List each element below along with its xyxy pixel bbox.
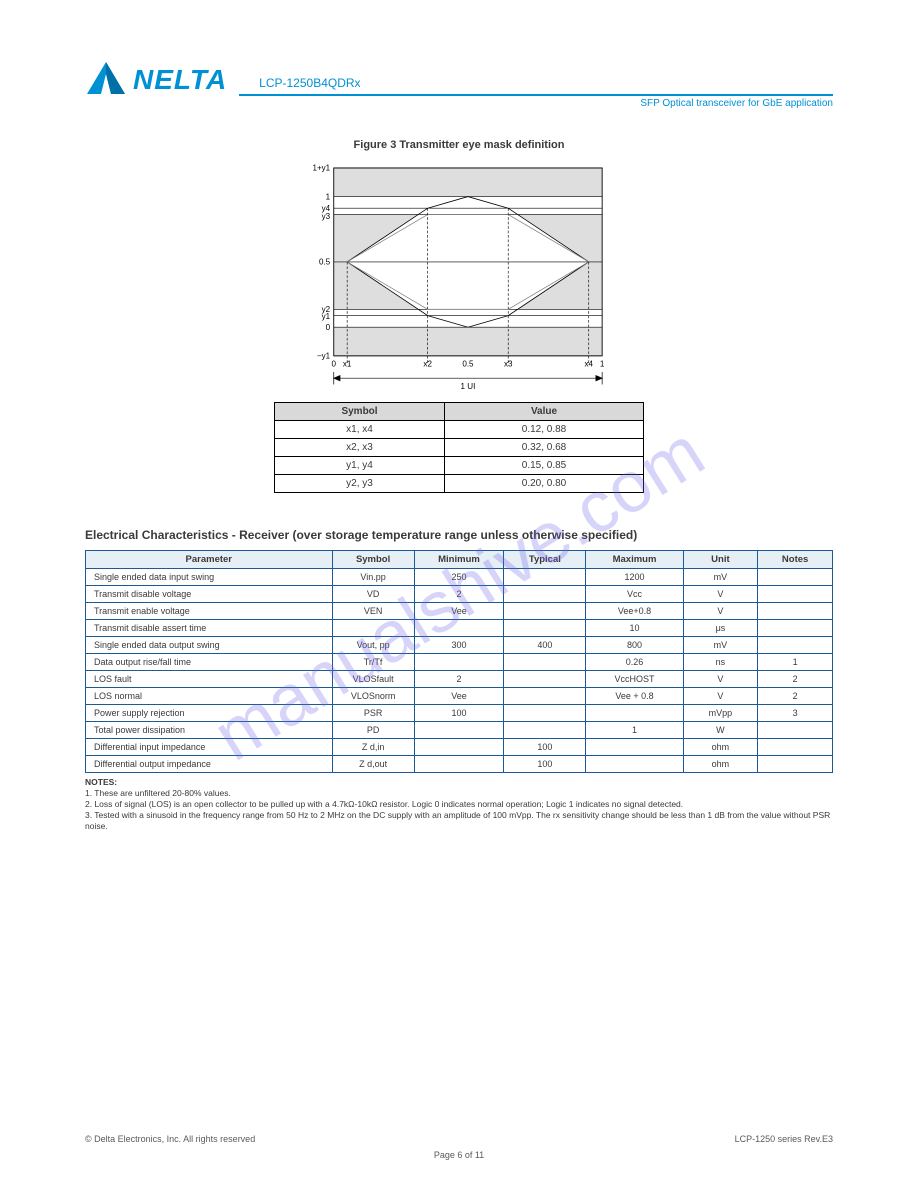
ylabel-1: 1: [326, 192, 331, 201]
ui-label: 1 UI: [461, 382, 476, 391]
ylabel-y1: y1: [322, 312, 331, 321]
note-3: 3. Tested with a sinusoid in the frequen…: [85, 810, 833, 832]
eye-mask-svg: 1+y1 1 y4 y3 0.5 y2 y1 0 −y1 0 x1 x2 0.5…: [289, 159, 629, 392]
xlabel-x3: x3: [504, 360, 513, 369]
ylabel-05: 0.5: [319, 258, 331, 267]
electrical-characteristics-table: Parameter Symbol Minimum Typical Maximum…: [85, 550, 833, 773]
table-row: Single ended data output swingVout, pp30…: [86, 636, 833, 653]
table-row: x1, x40.12, 0.88: [275, 420, 644, 438]
xlabel-x1: x1: [343, 360, 352, 369]
footer-right: LCP-1250 series Rev.E3: [735, 1134, 833, 1144]
elec-th-max: Maximum: [586, 550, 683, 568]
elec-th-symbol: Symbol: [332, 550, 414, 568]
ylabel-0: 0: [326, 323, 331, 332]
figure-caption: Figure 3 Transmitter eye mask definition: [85, 139, 833, 151]
table-row: x2, x30.32, 0.68: [275, 438, 644, 456]
table-row: Differential input impedanceZ d,in100ohm: [86, 738, 833, 755]
eye-mask-figure: 1+y1 1 y4 y3 0.5 y2 y1 0 −y1 0 x1 x2 0.5…: [289, 159, 629, 392]
table-row: Transmit enable voltageVENVeeVee+0.8V: [86, 602, 833, 619]
eye-th-symbol: Symbol: [275, 402, 445, 420]
xlabel-1: 1: [600, 360, 605, 369]
table-row: Single ended data input swingVin.pp25012…: [86, 568, 833, 585]
table-row: Total power dissipationPD1W: [86, 721, 833, 738]
ylabel-my1: −y1: [317, 352, 331, 361]
xlabel-05: 0.5: [462, 360, 474, 369]
page-header: NELTA LCP-1250B4QDRx: [85, 60, 833, 96]
table-row: LOS faultVLOSfault2VccHOSTV2: [86, 670, 833, 687]
table-row: Data output rise/fall timeTr/Tf0.26ns1: [86, 653, 833, 670]
delta-logo: NELTA: [85, 60, 227, 96]
eye-mask-symbol-table: Symbol Value x1, x40.12, 0.88 x2, x30.32…: [274, 402, 644, 493]
notes-block: NOTES: 1. These are unfiltered 20-80% va…: [85, 777, 833, 832]
note-1: 1. These are unfiltered 20-80% values.: [85, 788, 833, 799]
table-row: Transmit disable voltageVD2VccV: [86, 585, 833, 602]
xlabel-x2: x2: [423, 360, 432, 369]
header-subtitle: SFP Optical transceiver for GbE applicat…: [85, 98, 833, 109]
footer-row: © Delta Electronics, Inc. All rights res…: [85, 1134, 833, 1144]
elec-th-typ: Typical: [504, 550, 586, 568]
delta-triangle-icon: [85, 60, 127, 96]
elec-th-notes: Notes: [758, 550, 833, 568]
section-heading: Electrical Characteristics - Receiver (o…: [85, 528, 833, 542]
eye-th-value: Value: [445, 402, 644, 420]
ylabel-1py1: 1+y1: [312, 164, 330, 173]
table-row: Differential output impedanceZ d,out100o…: [86, 755, 833, 772]
elec-th-param: Parameter: [86, 550, 333, 568]
table-row: y1, y40.15, 0.85: [275, 456, 644, 474]
xlabel-x4: x4: [584, 360, 593, 369]
table-row: Transmit disable assert time10μs: [86, 619, 833, 636]
xlabel-0: 0: [331, 360, 336, 369]
ylabel-y3: y3: [322, 212, 331, 221]
table-row: y2, y30.20, 0.80: [275, 474, 644, 492]
elec-th-min: Minimum: [414, 550, 504, 568]
header-product: LCP-1250B4QDRx: [239, 76, 833, 96]
table-row: LOS normalVLOSnormVeeVee + 0.8V2: [86, 687, 833, 704]
footer-center: Page 6 of 11: [0, 1150, 918, 1160]
elec-th-unit: Unit: [683, 550, 758, 568]
logo-text: NELTA: [133, 64, 227, 96]
table-row: Power supply rejectionPSR100mVpp3: [86, 704, 833, 721]
footer-left: © Delta Electronics, Inc. All rights res…: [85, 1134, 255, 1144]
note-2: 2. Loss of signal (LOS) is an open colle…: [85, 799, 833, 810]
